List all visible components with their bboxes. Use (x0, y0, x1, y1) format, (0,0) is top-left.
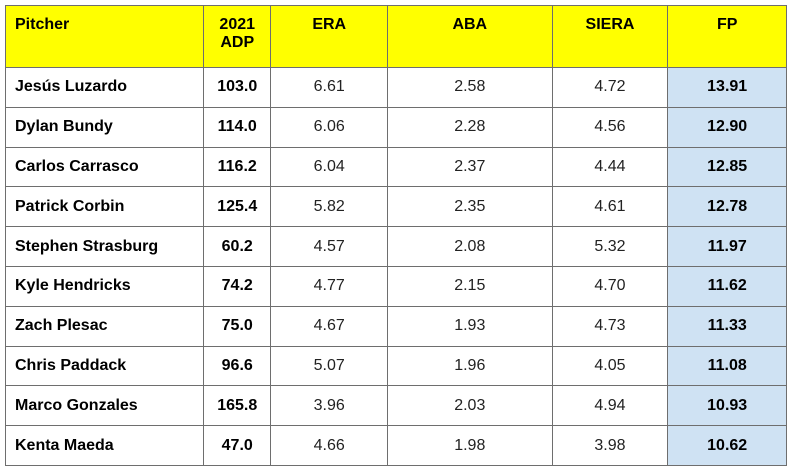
cell-siera: 4.73 (551, 305, 669, 347)
cell-pitcher: Stephen Strasburg (5, 226, 204, 267)
cell-pitcher: Marco Gonzales (5, 385, 204, 427)
cell-adp: 60.2 (202, 226, 272, 267)
cell-pitcher: Patrick Corbin (5, 186, 204, 228)
table-row: Zach Plesac 75.0 4.67 1.93 4.73 11.33 (5, 305, 787, 347)
table-row: Stephen Strasburg 60.2 4.57 2.08 5.32 11… (5, 226, 787, 267)
header-pitcher: Pitcher (5, 5, 204, 68)
cell-siera: 4.70 (551, 265, 669, 307)
cell-pitcher: Kyle Hendricks (5, 265, 204, 307)
cell-aba: 2.15 (386, 265, 553, 307)
cell-adp: 116.2 (202, 146, 272, 188)
cell-pitcher: Carlos Carrasco (5, 146, 204, 188)
cell-fp: 11.97 (667, 226, 787, 267)
cell-fp: 11.08 (667, 345, 787, 387)
cell-era: 5.07 (270, 345, 388, 387)
cell-aba: 1.98 (386, 425, 553, 466)
header-siera: SIERA (551, 5, 669, 68)
cell-aba: 2.08 (386, 226, 553, 267)
cell-adp: 47.0 (202, 425, 272, 466)
cell-era: 6.61 (270, 67, 388, 108)
cell-era: 4.66 (270, 425, 388, 466)
cell-adp: 96.6 (202, 345, 272, 387)
cell-aba: 2.35 (386, 186, 553, 228)
table-row: Carlos Carrasco 116.2 6.04 2.37 4.44 12.… (5, 146, 787, 188)
table-row: Chris Paddack 96.6 5.07 1.96 4.05 11.08 (5, 345, 787, 387)
cell-siera: 4.44 (551, 146, 669, 188)
cell-siera: 4.05 (551, 345, 669, 387)
cell-era: 3.96 (270, 385, 388, 427)
table-row: Kyle Hendricks 74.2 4.77 2.15 4.70 11.62 (5, 265, 787, 307)
header-adp-line1: 2021 (219, 16, 256, 33)
cell-siera: 4.94 (551, 385, 669, 427)
cell-aba: 2.37 (386, 146, 553, 188)
cell-era: 6.04 (270, 146, 388, 188)
header-era: ERA (270, 5, 388, 68)
cell-fp: 12.85 (667, 146, 787, 188)
cell-aba: 2.03 (386, 385, 553, 427)
header-aba: ABA (386, 5, 553, 68)
header-fp: FP (667, 5, 787, 68)
cell-aba: 1.93 (386, 305, 553, 347)
cell-fp: 10.62 (667, 425, 787, 466)
cell-era: 6.06 (270, 106, 388, 148)
cell-siera: 4.56 (551, 106, 669, 148)
cell-aba: 2.28 (386, 106, 553, 148)
cell-adp: 74.2 (202, 265, 272, 307)
cell-adp: 165.8 (202, 385, 272, 427)
cell-adp: 114.0 (202, 106, 272, 148)
table-header: Pitcher 2021 ADP ERA ABA SIERA FP (5, 5, 787, 68)
cell-pitcher: Chris Paddack (5, 345, 204, 387)
cell-fp: 11.33 (667, 305, 787, 347)
header-adp-line2: ADP (220, 34, 255, 51)
table-row: Jesús Luzardo 103.0 6.61 2.58 4.72 13.91 (5, 67, 787, 108)
cell-siera: 4.61 (551, 186, 669, 228)
cell-fp: 10.93 (667, 385, 787, 427)
cell-era: 4.57 (270, 226, 388, 267)
cell-aba: 1.96 (386, 345, 553, 387)
cell-era: 5.82 (270, 186, 388, 228)
pitcher-stats-table: Pitcher 2021 ADP ERA ABA SIERA FP Jesús L… (5, 5, 787, 466)
header-adp: 2021 ADP (202, 5, 272, 68)
cell-siera: 5.32 (551, 226, 669, 267)
table-row: Kenta Maeda 47.0 4.66 1.98 3.98 10.62 (5, 425, 787, 466)
header-row: Pitcher 2021 ADP ERA ABA SIERA FP (5, 5, 787, 68)
cell-fp: 11.62 (667, 265, 787, 307)
table-body: Jesús Luzardo 103.0 6.61 2.58 4.72 13.91… (5, 67, 787, 466)
cell-era: 4.77 (270, 265, 388, 307)
table-row: Patrick Corbin 125.4 5.82 2.35 4.61 12.7… (5, 186, 787, 228)
cell-adp: 125.4 (202, 186, 272, 228)
cell-pitcher: Jesús Luzardo (5, 67, 204, 108)
cell-aba: 2.58 (386, 67, 553, 108)
cell-fp: 13.91 (667, 67, 787, 108)
cell-pitcher: Zach Plesac (5, 305, 204, 347)
cell-era: 4.67 (270, 305, 388, 347)
cell-fp: 12.90 (667, 106, 787, 148)
cell-adp: 103.0 (202, 67, 272, 108)
table-row: Dylan Bundy 114.0 6.06 2.28 4.56 12.90 (5, 106, 787, 148)
cell-pitcher: Dylan Bundy (5, 106, 204, 148)
cell-adp: 75.0 (202, 305, 272, 347)
table-row: Marco Gonzales 165.8 3.96 2.03 4.94 10.9… (5, 385, 787, 427)
cell-fp: 12.78 (667, 186, 787, 228)
cell-siera: 4.72 (551, 67, 669, 108)
cell-pitcher: Kenta Maeda (5, 425, 204, 466)
cell-siera: 3.98 (551, 425, 669, 466)
